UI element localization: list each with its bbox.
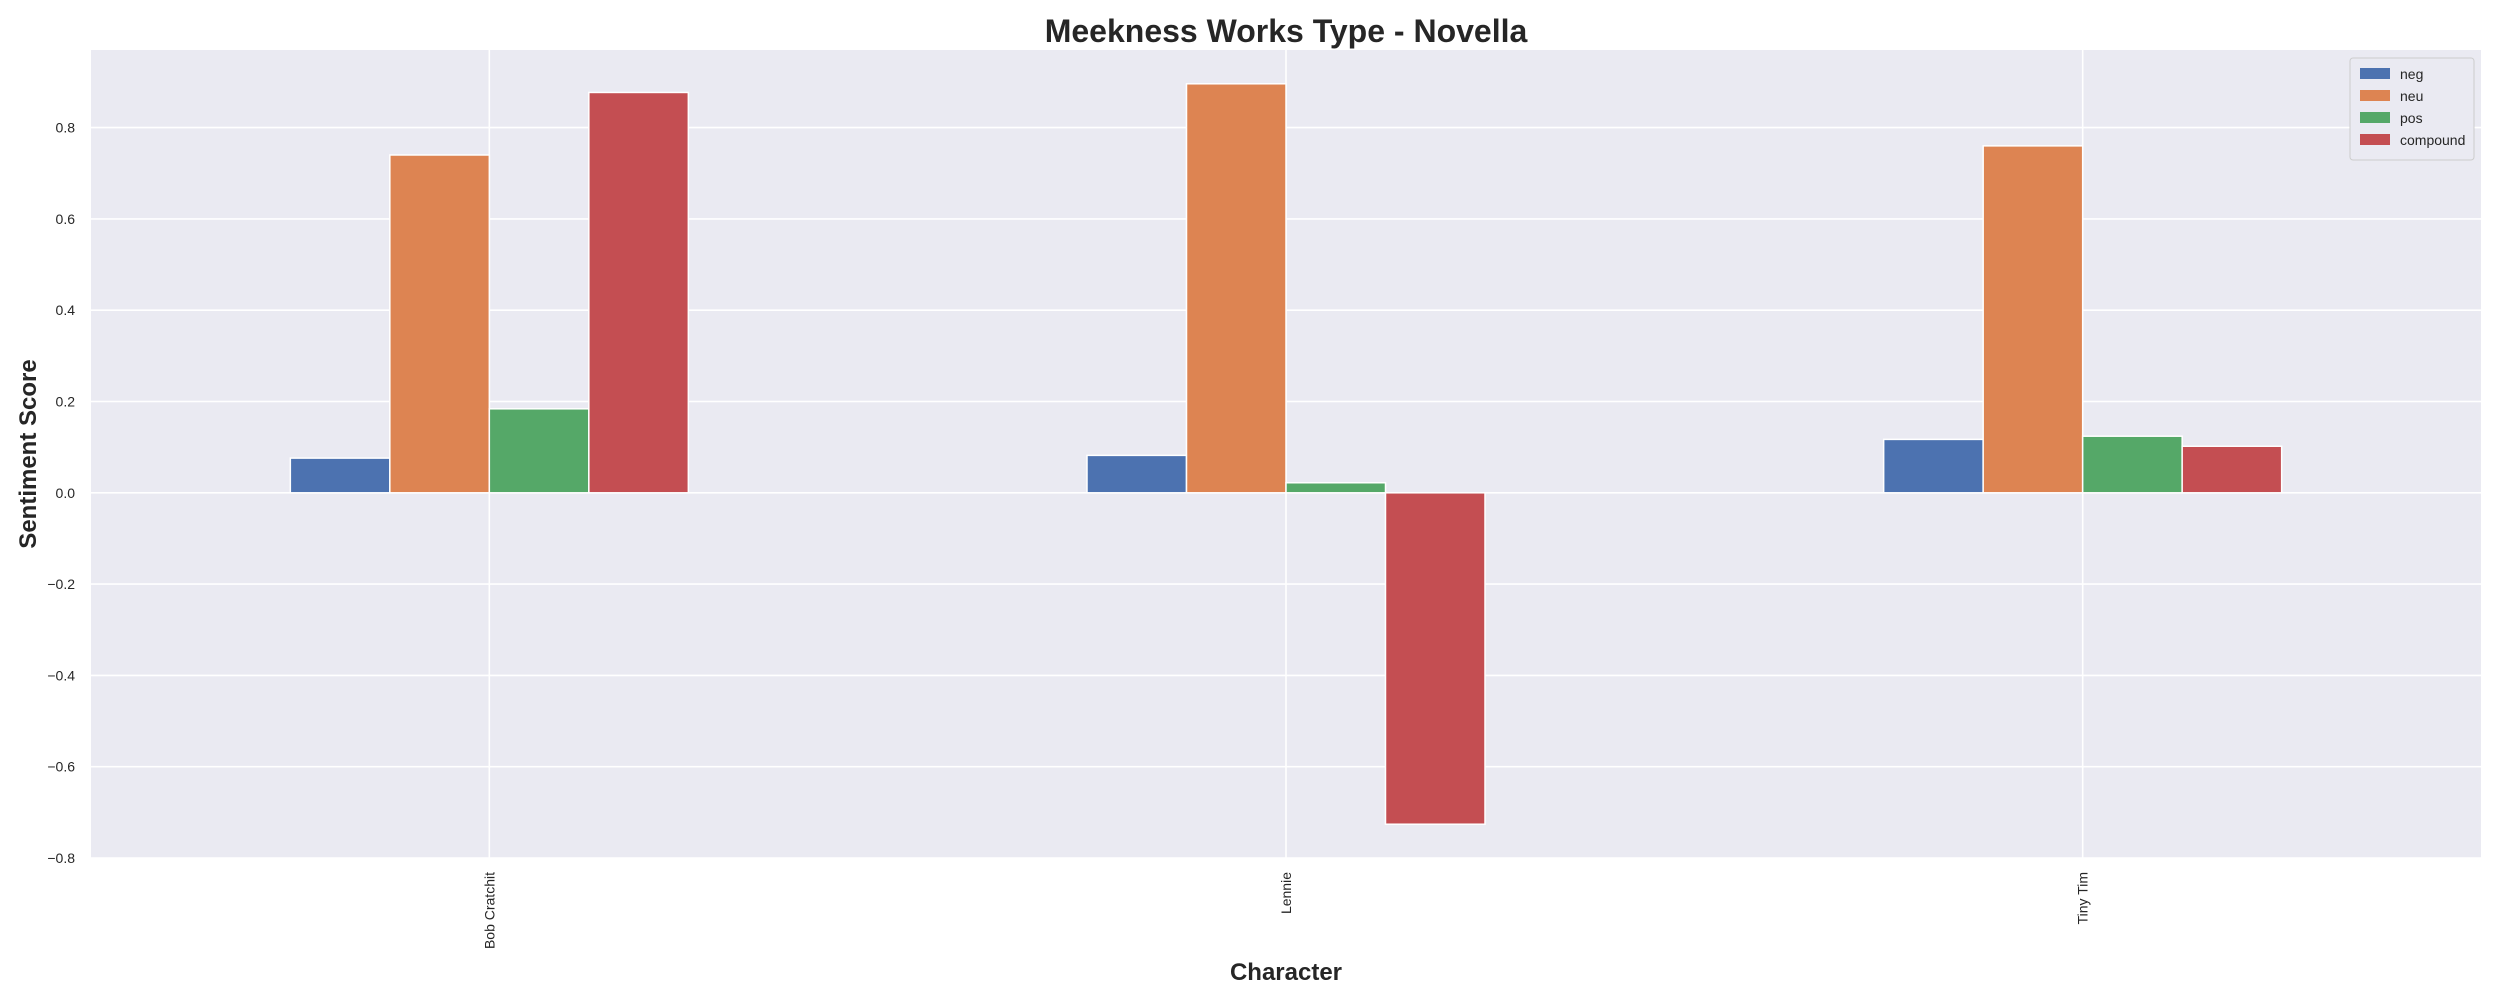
y-tick-label: 0.4 — [56, 302, 76, 318]
x-tick-label: Lennie — [1278, 872, 1294, 914]
bar-neg-tiny-tim — [1882, 438, 1984, 494]
y-tick-label: −0.8 — [47, 850, 75, 866]
bar-neg-bob-cratchit — [289, 457, 391, 494]
y-tick-label: 0.0 — [56, 485, 76, 501]
y-axis-title: Sentiment Score — [15, 359, 42, 548]
bar-neu-lennie — [1185, 83, 1287, 494]
bar-pos-tiny-tim — [2081, 435, 2183, 494]
bar-pos-lennie — [1285, 482, 1387, 494]
y-tick-label: −0.4 — [47, 667, 75, 683]
bar-neu-bob-cratchit — [389, 154, 491, 494]
legend-label-neu: neu — [2400, 88, 2423, 104]
y-tick-labels: −0.8 −0.6 −0.4 −0.2 0.0 0.2 0.4 0.6 0.8 — [47, 120, 75, 866]
bar-pos-bob-cratchit — [488, 408, 590, 494]
legend-swatch-neg — [2360, 68, 2390, 79]
bar-neg-lennie — [1086, 454, 1188, 494]
bar-compound-lennie — [1384, 492, 1486, 825]
y-tick-label: 0.6 — [56, 211, 76, 227]
legend-label-compound: compound — [2400, 132, 2465, 148]
legend-swatch-neu — [2360, 90, 2390, 101]
legend-label-pos: pos — [2400, 110, 2423, 126]
bars — [289, 83, 2283, 825]
legend-swatch-compound — [2360, 134, 2390, 145]
y-tick-label: −0.6 — [47, 759, 75, 775]
y-tick-label: −0.2 — [47, 576, 75, 592]
legend: neg neu pos compound — [2349, 57, 2475, 161]
x-tick-label: Bob Cratchit — [481, 872, 497, 949]
legend-swatch-pos — [2360, 112, 2390, 123]
x-axis-title: Character — [1230, 959, 1342, 986]
x-tick-label: Tiny Tim — [2075, 872, 2091, 924]
bar-neu-tiny-tim — [1982, 145, 2084, 494]
y-tick-label: 0.8 — [56, 120, 76, 136]
bar-compound-tiny-tim — [2181, 445, 2283, 494]
bar-compound-bob-cratchit — [588, 91, 690, 494]
chart-title: Meekness Works Type - Novella — [1045, 13, 1528, 49]
x-tick-labels: Bob Cratchit Lennie Tiny Tim — [481, 872, 2090, 949]
legend-label-neg: neg — [2400, 66, 2423, 82]
y-tick-label: 0.2 — [56, 394, 76, 410]
